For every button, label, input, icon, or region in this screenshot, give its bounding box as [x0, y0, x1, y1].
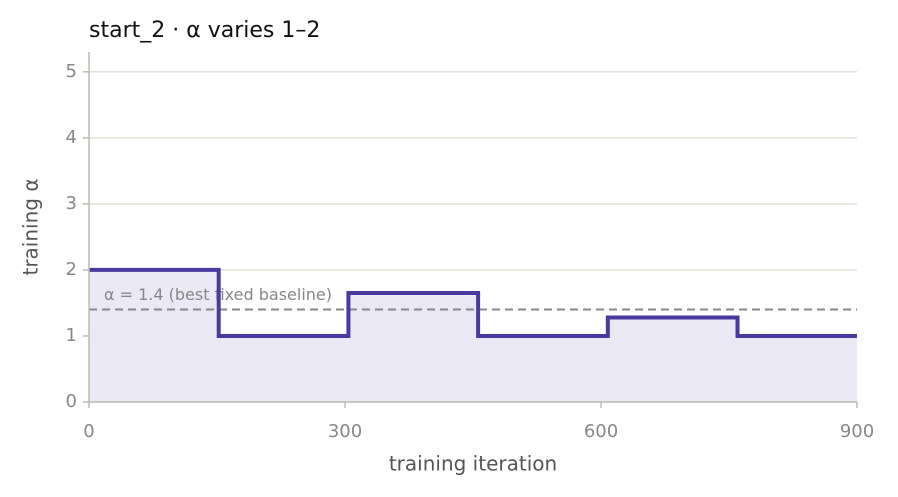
area-fill [89, 269, 857, 402]
x-tick-label: 900 [840, 421, 874, 442]
y-tick-label: 3 [66, 193, 77, 214]
y-axis-label: training α [19, 178, 43, 275]
x-tick-label: 300 [328, 421, 362, 442]
x-tick-label: 600 [584, 421, 618, 442]
step-line [89, 267, 857, 338]
y-tick-label: 2 [66, 259, 77, 280]
y-tick-label: 1 [66, 325, 77, 346]
chart-title: start_2 · α varies 1–2 [89, 18, 320, 43]
y-tick-label: 0 [66, 391, 77, 412]
y-tick-label: 5 [66, 61, 77, 82]
x-axis-label: training iteration [389, 452, 557, 476]
y-tick-label: 4 [66, 127, 77, 148]
x-tick-label: 0 [83, 421, 94, 442]
